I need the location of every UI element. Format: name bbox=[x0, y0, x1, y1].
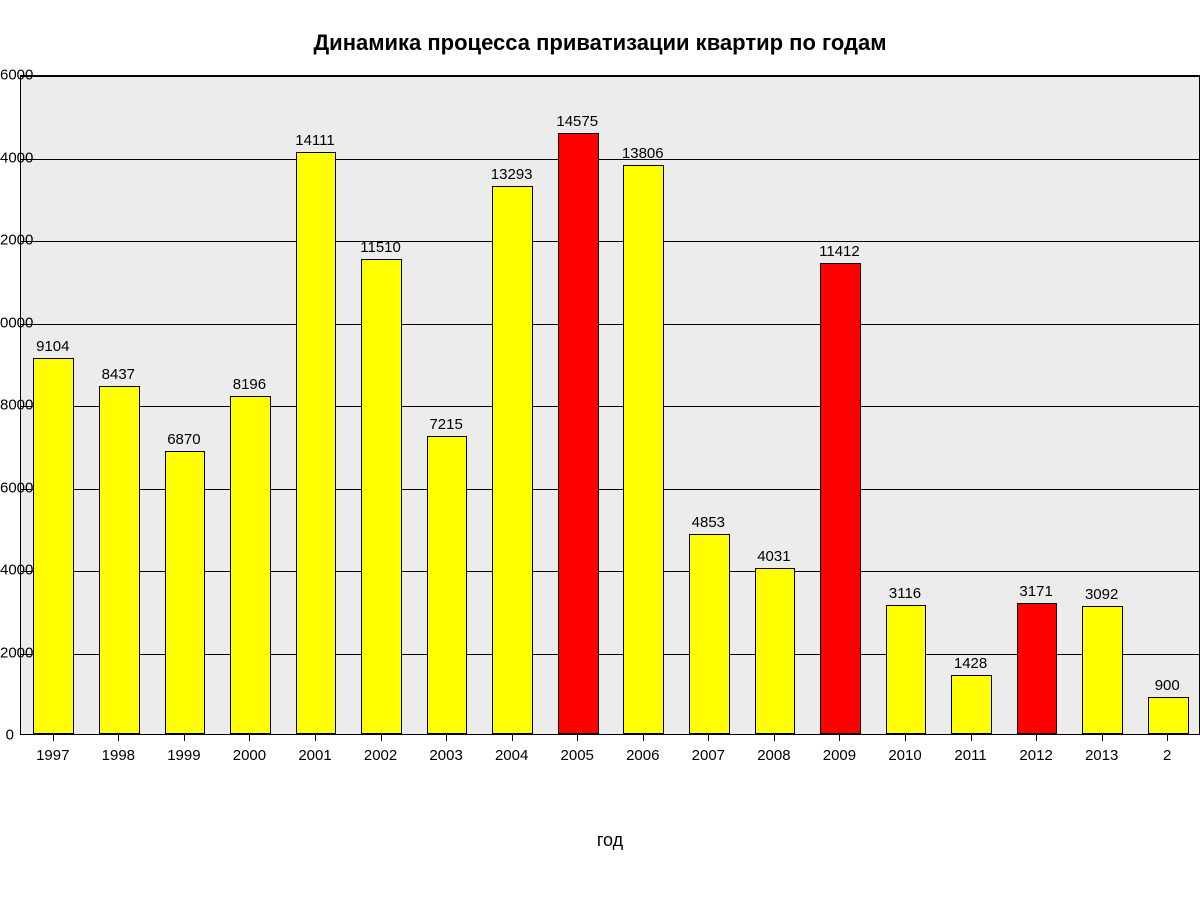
bar-value-label: 11412 bbox=[819, 243, 860, 260]
y-tick-label: 6000 bbox=[0, 479, 14, 496]
gridline bbox=[21, 76, 1199, 77]
bar-value-label: 6870 bbox=[167, 431, 200, 448]
bar bbox=[1017, 603, 1058, 734]
bar bbox=[558, 133, 599, 734]
gridline bbox=[21, 324, 1199, 325]
bar-value-label: 4853 bbox=[692, 514, 725, 531]
x-tick-mark bbox=[774, 735, 775, 741]
x-tick-label: 2002 bbox=[364, 747, 397, 764]
gridline bbox=[21, 241, 1199, 242]
bar-value-label: 900 bbox=[1155, 677, 1180, 694]
y-tick-label: 2000 bbox=[0, 232, 14, 249]
y-tick-label: 0000 bbox=[0, 314, 14, 331]
bar bbox=[623, 165, 664, 734]
bar bbox=[1148, 697, 1189, 734]
chart-title: Динамика процесса приватизации квартир п… bbox=[0, 30, 1200, 56]
x-tick-label: 2008 bbox=[757, 747, 790, 764]
y-tick-label: 8000 bbox=[0, 397, 14, 414]
bar bbox=[1082, 606, 1123, 734]
bar-value-label: 1428 bbox=[954, 655, 987, 672]
bar bbox=[820, 263, 861, 734]
bar bbox=[99, 386, 140, 734]
x-tick-mark bbox=[1102, 735, 1103, 741]
x-tick-mark bbox=[184, 735, 185, 741]
x-tick-label: 2007 bbox=[692, 747, 725, 764]
y-tick-label: 2000 bbox=[0, 644, 14, 661]
bar-value-label: 11510 bbox=[360, 239, 401, 256]
gridline bbox=[21, 159, 1199, 160]
x-axis-title: год bbox=[20, 830, 1200, 851]
bar bbox=[886, 605, 927, 734]
bar-value-label: 14575 bbox=[556, 113, 598, 130]
bar-value-label: 3092 bbox=[1085, 586, 1118, 603]
plot-area bbox=[20, 75, 1200, 735]
bar-value-label: 3116 bbox=[889, 585, 921, 602]
chart-frame: Динамика процесса приватизации квартир п… bbox=[0, 0, 1200, 900]
x-tick-label: 2006 bbox=[626, 747, 659, 764]
x-tick-mark bbox=[315, 735, 316, 741]
x-tick-mark bbox=[708, 735, 709, 741]
x-tick-mark bbox=[577, 735, 578, 741]
x-tick-mark bbox=[512, 735, 513, 741]
bar-value-label: 8437 bbox=[102, 366, 135, 383]
bar-value-label: 3171 bbox=[1019, 583, 1052, 600]
gridline bbox=[21, 406, 1199, 407]
bar bbox=[755, 568, 796, 734]
bar bbox=[951, 675, 992, 734]
y-tick-label: 4000 bbox=[0, 562, 14, 579]
x-tick-label: 1997 bbox=[36, 747, 69, 764]
bar bbox=[296, 152, 337, 734]
x-tick-mark bbox=[381, 735, 382, 741]
x-tick-label: 1999 bbox=[167, 747, 200, 764]
x-tick-label: 2012 bbox=[1019, 747, 1052, 764]
x-tick-mark bbox=[118, 735, 119, 741]
x-tick-mark bbox=[53, 735, 54, 741]
y-tick-label: 4000 bbox=[0, 149, 14, 166]
bar-value-label: 13293 bbox=[491, 166, 533, 183]
x-tick-mark bbox=[1167, 735, 1168, 741]
x-tick-label: 2013 bbox=[1085, 747, 1118, 764]
bar bbox=[492, 186, 533, 734]
x-tick-mark bbox=[249, 735, 250, 741]
bar-value-label: 9104 bbox=[36, 338, 69, 355]
x-tick-mark bbox=[643, 735, 644, 741]
y-tick-label: 6000 bbox=[0, 67, 14, 84]
bar bbox=[165, 451, 206, 734]
x-tick-label: 1998 bbox=[102, 747, 135, 764]
bar-value-label: 7215 bbox=[429, 416, 462, 433]
x-tick-mark bbox=[971, 735, 972, 741]
x-tick-label: 2 bbox=[1163, 747, 1171, 764]
bar bbox=[427, 436, 468, 734]
bar bbox=[689, 534, 730, 734]
bar-value-label: 14111 bbox=[295, 132, 335, 149]
x-tick-label: 2001 bbox=[298, 747, 331, 764]
x-tick-label: 2005 bbox=[561, 747, 594, 764]
x-tick-label: 2003 bbox=[429, 747, 462, 764]
x-tick-mark bbox=[905, 735, 906, 741]
bar-value-label: 4031 bbox=[757, 548, 790, 565]
bar-value-label: 13806 bbox=[622, 145, 664, 162]
bar bbox=[230, 396, 271, 734]
y-tick-label: 0 bbox=[0, 727, 14, 744]
x-tick-mark bbox=[839, 735, 840, 741]
x-tick-label: 2010 bbox=[888, 747, 921, 764]
x-tick-label: 2011 bbox=[954, 747, 986, 764]
x-tick-mark bbox=[446, 735, 447, 741]
bar-value-label: 8196 bbox=[233, 376, 266, 393]
bar bbox=[361, 259, 402, 734]
x-tick-label: 2009 bbox=[823, 747, 856, 764]
x-tick-label: 2004 bbox=[495, 747, 528, 764]
x-tick-mark bbox=[1036, 735, 1037, 741]
bar bbox=[33, 358, 74, 734]
x-tick-label: 2000 bbox=[233, 747, 266, 764]
